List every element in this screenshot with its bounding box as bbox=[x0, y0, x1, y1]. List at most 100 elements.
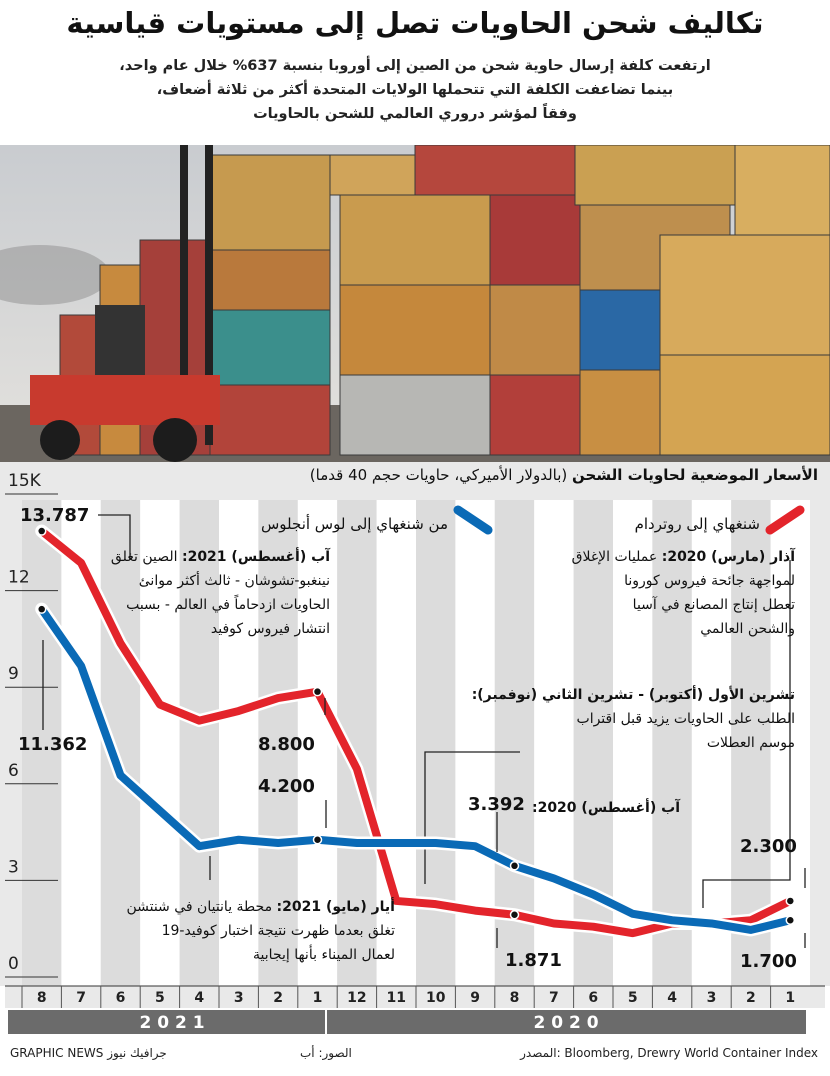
band bbox=[219, 500, 259, 986]
band bbox=[179, 500, 219, 986]
y-tick-label: 12 bbox=[8, 568, 30, 588]
band bbox=[22, 500, 62, 986]
annotation-text: الصين تغلق bbox=[110, 549, 178, 565]
y-tick-label: 6 bbox=[8, 761, 19, 781]
point-dot bbox=[312, 686, 323, 697]
x-tick-label: 6 bbox=[116, 990, 126, 1006]
series-line bbox=[37, 605, 795, 934]
x-tick-label: 9 bbox=[470, 990, 480, 1006]
value-label: 4.200 bbox=[258, 776, 315, 797]
legend-label: شنغهاي إلى روتردام bbox=[635, 515, 760, 534]
point-dot bbox=[36, 604, 47, 614]
band bbox=[416, 500, 456, 986]
annotation-text: والشحن العالمي bbox=[700, 621, 795, 637]
x-tick-label: 4 bbox=[194, 990, 204, 1006]
band bbox=[691, 500, 732, 986]
leader-line bbox=[702, 560, 791, 908]
value-label: 13.787 bbox=[20, 505, 89, 526]
annotation-text: الطلب على الحاويات يزيد قبل اقتراب bbox=[576, 711, 795, 727]
band bbox=[652, 500, 692, 986]
annotation-text: نينغبو-تشوشان - ثالث أكثر موانئ bbox=[138, 573, 330, 589]
page-subtitle: ارتفعت كلفة إرسال حاوية شحن من الصين إلى… bbox=[0, 54, 830, 126]
annotation: آذار (مارس) 2020: عمليات الإغلاق لمواجهة … bbox=[572, 545, 795, 641]
annotation-title: تشرين الأول (أكتوبر) - تشرين الثاني (نوف… bbox=[471, 687, 795, 703]
x-tick-label: 2 bbox=[746, 990, 756, 1006]
x-tick-label: 3 bbox=[707, 990, 717, 1006]
annotation: تشرين الأول (أكتوبر) - تشرين الثاني (نوف… bbox=[472, 683, 795, 755]
annotation: آب (أغسطس) 2020: bbox=[532, 796, 680, 820]
annotation-title: أيار (مايو) 2021: bbox=[276, 899, 395, 915]
annotation-text: محطة يانتيان في شنتشن bbox=[126, 899, 273, 915]
y-tick-label: 15K bbox=[8, 471, 42, 491]
annotation-text: لعمال الميناء بأنها إيجابية bbox=[253, 947, 395, 963]
x-tick-label: 5 bbox=[155, 990, 165, 1006]
x-tick-label: 1 bbox=[785, 990, 795, 1006]
band bbox=[140, 500, 180, 986]
subtitle-line: بينما تضاعفت الكلفة التي تتحملها الولايا… bbox=[156, 82, 674, 98]
x-tick-label: 2 bbox=[273, 990, 283, 1006]
annotation: آب (أغسطس) 2021: الصين تغلق نينغبو-تشوشان… bbox=[111, 545, 330, 641]
band bbox=[258, 500, 298, 986]
year-label: 2 0 2 1 bbox=[139, 1013, 204, 1033]
band bbox=[297, 500, 338, 986]
value-label: 3.392 bbox=[468, 794, 525, 815]
value-label: 8.800 bbox=[258, 734, 315, 755]
x-tick-label: 8 bbox=[37, 990, 47, 1006]
x-tick-label: 10 bbox=[426, 990, 446, 1006]
annotation-title: آب (أغسطس) 2020: bbox=[531, 800, 680, 816]
x-tick-label: 7 bbox=[76, 990, 86, 1006]
legend-swatch bbox=[453, 505, 493, 535]
source: المصدر: Bloomberg, Drewry World Containe… bbox=[520, 1046, 818, 1060]
legend-swatch bbox=[765, 505, 805, 535]
annotation-title: آب (أغسطس) 2021: bbox=[181, 549, 330, 565]
band bbox=[494, 500, 535, 986]
subtitle-line: ارتفعت كلفة إرسال حاوية شحن من الصين إلى… bbox=[119, 58, 711, 74]
value-label: 2.300 bbox=[740, 836, 797, 857]
x-tick-label: 6 bbox=[588, 990, 598, 1006]
subtitle-line: وفقاً لمؤشر دروري العالمي للشحن بالحاويا… bbox=[253, 106, 577, 122]
chart-title: الأسعار الموضعية لحاويات الشحن bbox=[572, 466, 818, 484]
y-tick-label: 0 bbox=[8, 954, 19, 974]
annotation-text: انتشار فيروس كوفيد bbox=[210, 621, 330, 637]
y-tick-label: 3 bbox=[8, 857, 19, 877]
x-tick-label: 12 bbox=[347, 990, 366, 1006]
x-tick-label: 5 bbox=[628, 990, 638, 1006]
value-label: 1.700 bbox=[740, 951, 797, 972]
chart-subtitle: (بالدولار الأميركي، حاويات حجم 40 قدما) bbox=[309, 466, 568, 484]
point-dot bbox=[509, 861, 520, 871]
annotation-text: لمواجهة جائحة فيروس كورونا bbox=[624, 573, 795, 589]
point-dot bbox=[36, 526, 47, 536]
leader-line bbox=[98, 514, 131, 560]
value-label: 11.362 bbox=[18, 734, 87, 755]
annotation: أيار (مايو) 2021: محطة يانتيان في شنتشن ت… bbox=[126, 895, 395, 967]
annotation-text: موسم العطلات bbox=[706, 735, 795, 751]
y-tick-label: 9 bbox=[8, 664, 19, 684]
annotation-text: تعطل إنتاج المصانع في آسيا bbox=[632, 597, 795, 613]
x-tick-label: 3 bbox=[234, 990, 244, 1006]
credit: GRAPHIC NEWS جرافيك نيوز bbox=[10, 1046, 167, 1060]
legend-label: من شنغهاي إلى لوس أنجلوس bbox=[261, 514, 448, 534]
x-tick-label: 7 bbox=[549, 990, 559, 1006]
annotation-text: تغلق بعدما ظهرت نتيجة اختبار كوفيد-19 bbox=[161, 923, 395, 939]
year-label: 2 0 2 0 bbox=[533, 1013, 598, 1033]
photo-credit: الصور: أب bbox=[300, 1046, 352, 1060]
x-tick-label: 1 bbox=[313, 990, 323, 1006]
year-bar bbox=[8, 1010, 806, 1034]
chart-heading: الأسعار الموضعية لحاويات الشحن (بالدولار… bbox=[310, 466, 818, 484]
band bbox=[534, 500, 574, 986]
x-tick-label: 4 bbox=[667, 990, 677, 1006]
point-dot bbox=[785, 896, 796, 906]
point-dot bbox=[509, 910, 520, 920]
annotation-text: عمليات الإغلاق bbox=[571, 549, 658, 565]
x-axis-strip bbox=[5, 986, 825, 1008]
value-label: 1.871 bbox=[505, 950, 562, 971]
x-tick-label: 8 bbox=[510, 990, 520, 1006]
page-title: تكاليف شحن الحاويات تصل إلى مستويات قياس… bbox=[66, 6, 764, 40]
x-tick-label: 11 bbox=[387, 990, 406, 1006]
annotation-text: الحاويات ازدحاماً في العالم - بسبب bbox=[126, 597, 330, 613]
photo bbox=[0, 145, 830, 462]
point-dot bbox=[785, 915, 796, 926]
point-dot bbox=[312, 835, 323, 845]
